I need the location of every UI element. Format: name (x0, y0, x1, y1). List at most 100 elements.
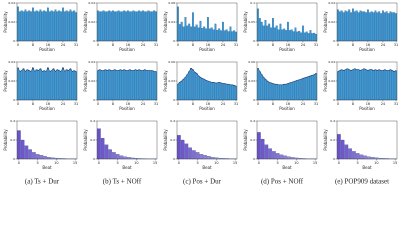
bar (73, 70, 76, 101)
bar (180, 21, 183, 42)
bar (33, 71, 36, 101)
bar (227, 31, 230, 42)
bar (199, 20, 202, 42)
y-tick-label: 0 (93, 39, 95, 43)
bar (340, 10, 343, 42)
x-tick-label: 0 (337, 43, 339, 47)
bar (16, 6, 19, 42)
x-tick-label: 0 (177, 102, 179, 106)
bar (43, 70, 46, 101)
bar (73, 10, 76, 42)
bar (256, 68, 259, 101)
trend-line (17, 67, 77, 73)
x-axis-label: Beat (362, 165, 372, 170)
bar (367, 156, 371, 160)
x-tick-label: 8 (192, 43, 194, 47)
bar (313, 74, 316, 101)
bar (352, 151, 356, 160)
x-tick-label: 8 (272, 43, 274, 47)
x-axis-label: Position (119, 106, 135, 111)
bar (342, 70, 345, 101)
x-tick-label: 16 (126, 43, 130, 47)
x-axis-label: Position (279, 106, 295, 111)
x-tick-label: 31 (314, 102, 318, 106)
x-tick-label: 5 (37, 161, 39, 165)
bar (351, 8, 354, 42)
bar (311, 75, 314, 101)
x-tick-label: 31 (394, 43, 398, 47)
bar (393, 12, 396, 42)
bar (111, 10, 114, 42)
y-tick-label: 0.2 (250, 138, 255, 142)
bar (357, 12, 360, 42)
y-axis-label: Probability (83, 70, 88, 92)
bar (197, 27, 200, 42)
y-tick-label: 0.4 (10, 119, 15, 123)
y-axis-label: Probability (243, 70, 248, 92)
bar (214, 157, 219, 160)
y-tick-label: 0 (173, 39, 175, 43)
y-tick-label: 0 (333, 98, 335, 102)
bar (372, 12, 375, 42)
x-tick-label: 15 (313, 161, 317, 165)
bar (191, 69, 194, 101)
x-tick-label: 8 (352, 102, 354, 106)
bar (111, 70, 114, 101)
bar (205, 80, 208, 101)
bar (281, 29, 284, 42)
bar (126, 10, 129, 42)
bar (389, 11, 392, 42)
bar (16, 67, 19, 101)
bar (117, 70, 120, 101)
bar (104, 11, 107, 42)
bar (43, 10, 46, 42)
bar (192, 150, 196, 160)
bar (184, 77, 187, 101)
bar (132, 70, 135, 101)
x-tick-label: 16 (206, 102, 210, 106)
x-tick-label: 16 (366, 102, 370, 106)
x-tick-label: 16 (286, 102, 290, 106)
bar (20, 70, 23, 101)
x-tick-label: 0 (97, 102, 99, 106)
x-tick-label: 24 (61, 43, 66, 47)
x-axis-label: Position (279, 47, 295, 52)
bar (60, 11, 63, 42)
bar (337, 134, 341, 160)
bar (298, 31, 301, 42)
bar (305, 31, 308, 42)
bar (268, 23, 271, 42)
bar (69, 9, 72, 42)
bar (355, 153, 360, 160)
bar (370, 11, 373, 42)
bar (145, 70, 148, 101)
x-tick-label: 16 (46, 102, 50, 106)
bar (288, 30, 291, 42)
y-tick-label: 0.02 (88, 79, 95, 83)
bar (178, 24, 181, 42)
bar (279, 154, 284, 160)
bar (98, 69, 101, 101)
x-tick-label: 24 (381, 102, 386, 106)
bar (50, 10, 53, 42)
x-axis-label: Position (39, 106, 55, 111)
bar (102, 70, 105, 101)
bar (221, 21, 224, 42)
bar (229, 26, 232, 42)
y-tick-label: 0.04 (8, 60, 15, 64)
bar (67, 11, 70, 42)
bar (395, 13, 398, 42)
bar (147, 70, 150, 101)
y-axis-label: Probability (3, 70, 8, 92)
bar (121, 11, 124, 42)
bar (141, 10, 144, 42)
x-tick-label: 8 (112, 43, 114, 47)
bar (275, 25, 278, 42)
bar (182, 78, 185, 101)
x-tick-label: 24 (61, 102, 66, 106)
bar (96, 70, 99, 101)
bar (391, 12, 394, 42)
x-tick-label: 8 (352, 43, 354, 47)
bar (28, 10, 31, 42)
bar (256, 8, 259, 42)
